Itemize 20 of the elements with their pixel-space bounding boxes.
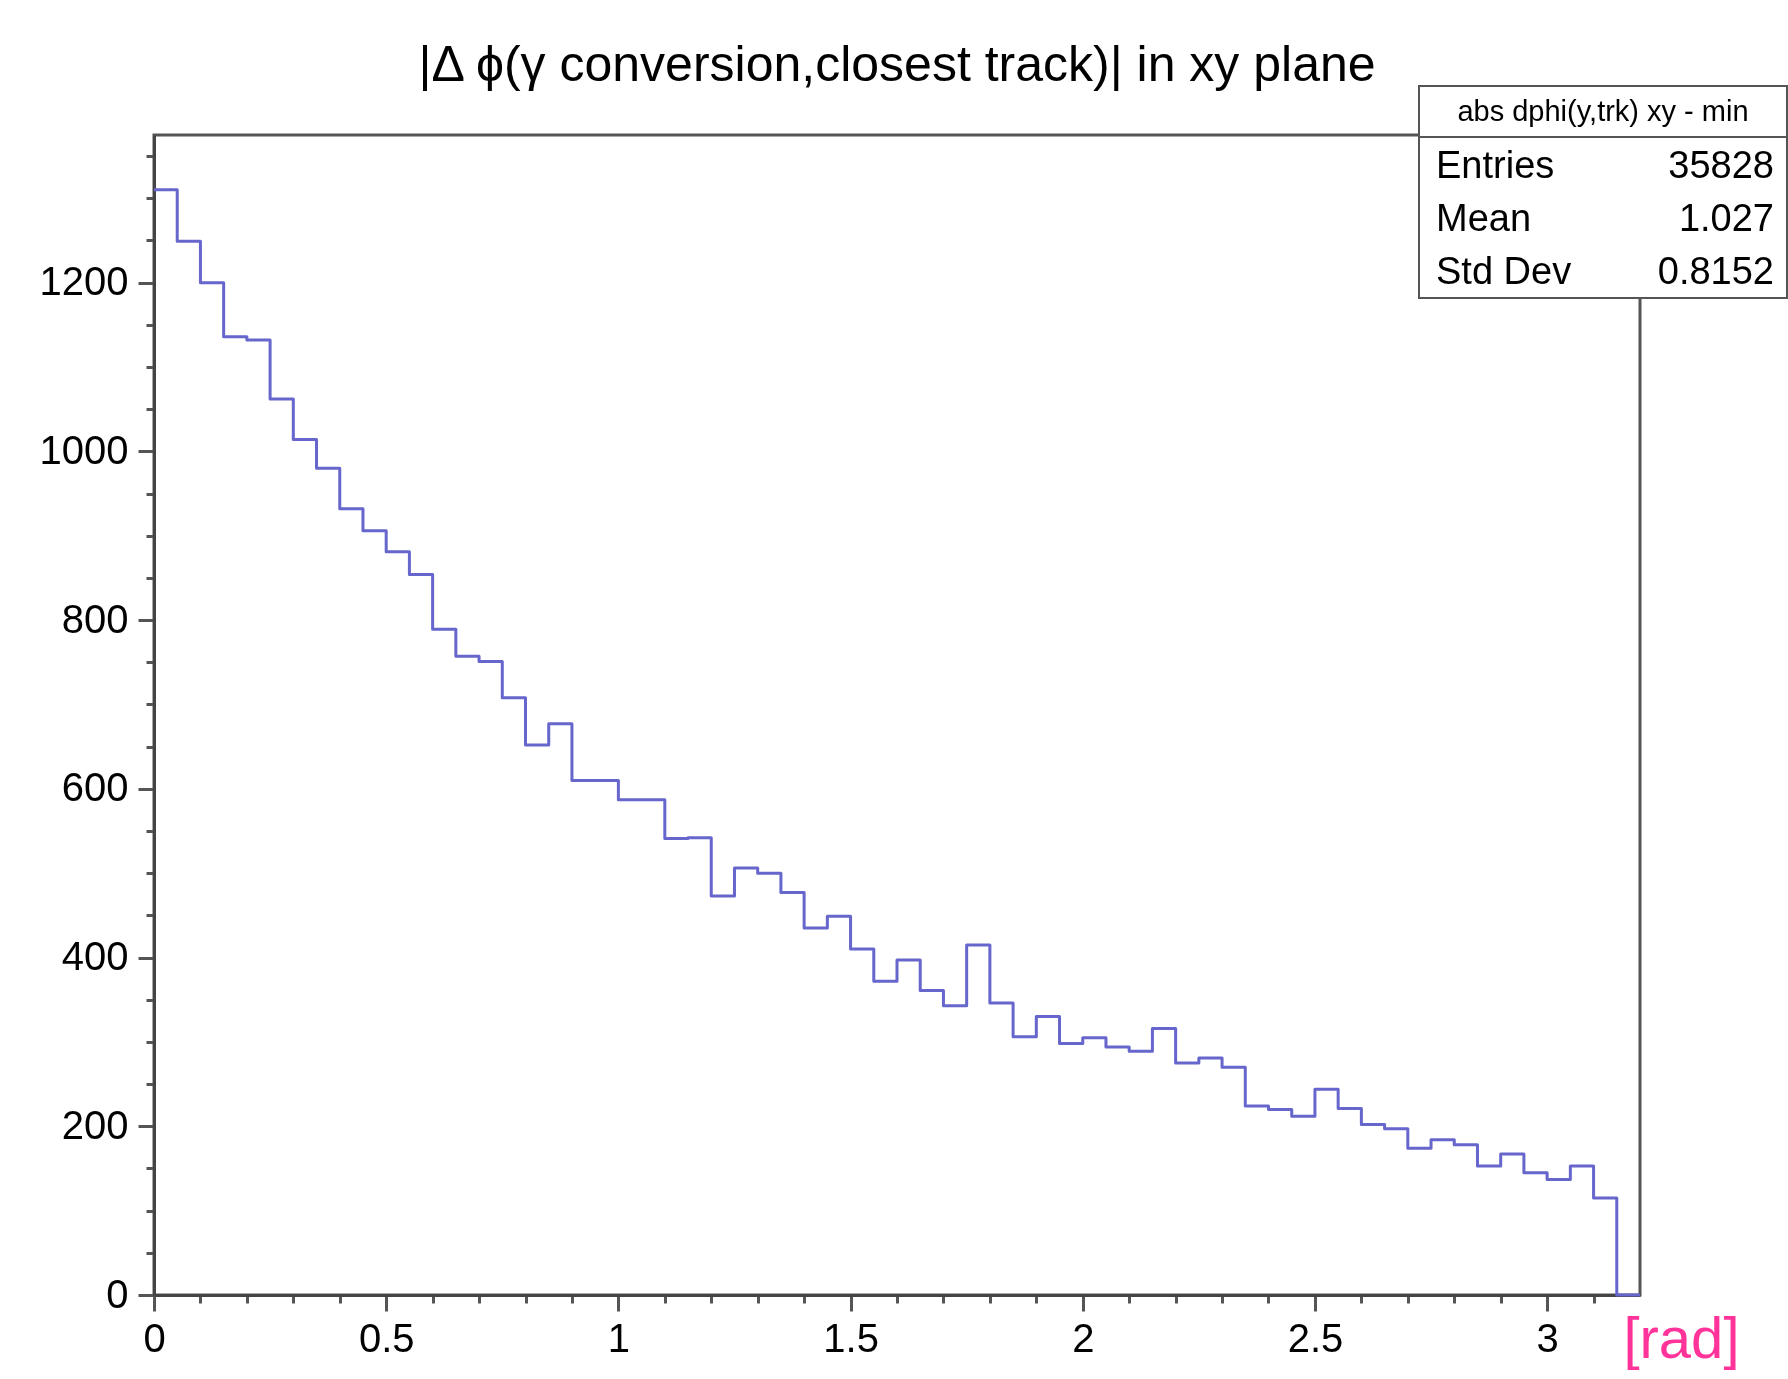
x-axis-title: [rad] xyxy=(1623,1304,1740,1370)
annotation: Mean xyxy=(1436,197,1532,240)
chart-title: |Δ ϕ(γ conversion,closest track)| in xy plane xyxy=(418,36,1376,92)
x-tick-label: 1.5 xyxy=(823,1315,879,1360)
y-tick-label: 800 xyxy=(61,596,129,641)
x-tick-label: 3 xyxy=(1536,1315,1559,1360)
x-tick-label: 2.5 xyxy=(1287,1315,1344,1360)
x-tick-label: 1 xyxy=(607,1315,630,1360)
y-tick-label: 400 xyxy=(61,934,129,979)
x-tick-label: 0.5 xyxy=(358,1315,415,1360)
annotation: Entries xyxy=(1436,144,1555,187)
y-tick-label: 1000 xyxy=(39,427,129,472)
y-tick-label: 600 xyxy=(61,765,129,810)
x-tick-label: 2 xyxy=(1072,1315,1095,1360)
y-tick-label: 200 xyxy=(61,1102,129,1147)
x-tick-label: 0 xyxy=(143,1315,166,1360)
annotation: Std Dev xyxy=(1436,250,1572,293)
y-tick-label: 1200 xyxy=(39,259,129,304)
y-tick-label: 0 xyxy=(106,1271,129,1316)
stats-box: abs dphi(y,trk) xy - min Entries 35828 Mean 1.027 Std Dev 0.8152 xyxy=(1418,85,1788,299)
